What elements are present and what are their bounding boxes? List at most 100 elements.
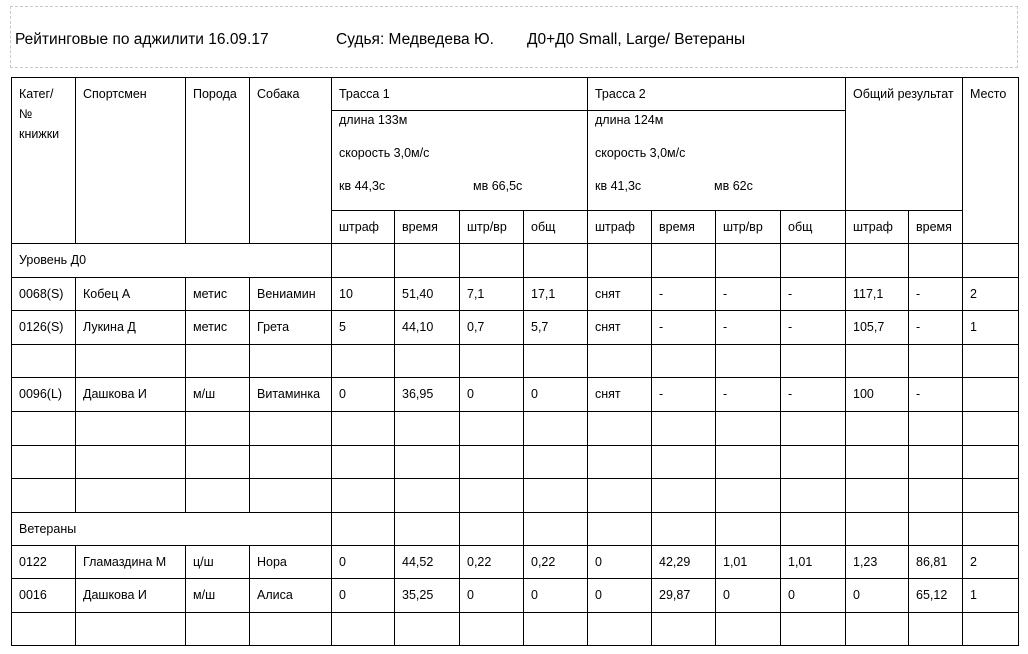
table-cell: Место	[962, 77, 1019, 244]
table-cell	[331, 445, 395, 479]
table-cell: Гламаздина М	[75, 545, 186, 579]
table-cell: ц/ш	[185, 545, 250, 579]
overall-name: Общий результат	[853, 87, 954, 101]
cell-text: 0,7	[467, 320, 485, 334]
table-cell	[587, 478, 652, 513]
table-cell: Общий результат	[845, 77, 963, 211]
subheader: время	[659, 220, 695, 234]
table-cell: снят	[587, 310, 652, 345]
table-cell: снят	[587, 277, 652, 311]
table-cell: Катег/ № книжки	[11, 77, 76, 244]
table-cell	[780, 243, 846, 278]
table-cell: Витаминка	[249, 377, 332, 412]
cell-text: -	[723, 387, 728, 401]
table-cell	[651, 344, 716, 378]
table-cell: время	[908, 210, 963, 244]
table-cell: -	[908, 377, 963, 412]
cell-text: 0096(L)	[19, 387, 63, 401]
table-cell	[962, 243, 1019, 278]
cell-text: 17,1	[531, 287, 556, 301]
cell-text: 1	[970, 588, 977, 602]
header-text: Катег/	[19, 87, 54, 101]
table-cell	[962, 612, 1019, 646]
table-cell: 1,23	[845, 545, 909, 579]
table-cell: 0126(S)	[11, 310, 76, 345]
cell-text: 105,7	[853, 320, 885, 334]
cell-text: 42,29	[659, 555, 691, 569]
cell-text: Вениамин	[257, 287, 316, 301]
cell-text: 0	[853, 588, 860, 602]
table-cell: Вениамин	[249, 277, 332, 311]
cell-text: -	[788, 320, 793, 334]
table-cell: 0	[845, 578, 909, 613]
table-cell	[331, 612, 395, 646]
cell-text: -	[659, 287, 664, 301]
table-cell: 1	[962, 578, 1019, 613]
table-cell: 29,87	[651, 578, 716, 613]
table-cell	[394, 411, 460, 446]
cell-text: Витаминка	[257, 387, 321, 401]
table-cell	[715, 243, 781, 278]
cell-text: 0122	[19, 555, 47, 569]
cell-text: 7,1	[467, 287, 485, 301]
cell-text: снят	[595, 320, 621, 334]
table-cell	[523, 445, 588, 479]
table-cell	[587, 344, 652, 378]
cell-text: 36,95	[402, 387, 434, 401]
table-cell: 0068(S)	[11, 277, 76, 311]
header-text: Порода	[193, 87, 237, 101]
cell-text: 5	[339, 320, 346, 334]
table-cell: 0	[331, 377, 395, 412]
table-cell	[249, 445, 332, 479]
cell-text: 1,01	[788, 555, 813, 569]
track-qualifying: кв 44,3с	[339, 179, 386, 193]
table-cell	[11, 344, 76, 378]
cell-text: 0	[595, 555, 602, 569]
table-cell: 0	[715, 578, 781, 613]
cell-text: 1,23	[853, 555, 878, 569]
cell-text: 0	[531, 588, 538, 602]
table-cell: -	[715, 277, 781, 311]
track-max: мв 62с	[714, 179, 753, 193]
table-cell	[11, 445, 76, 479]
table-cell	[715, 445, 781, 479]
table-cell	[249, 612, 332, 646]
table-cell: 36,95	[394, 377, 460, 412]
table-cell	[587, 411, 652, 446]
table-cell: -	[908, 310, 963, 345]
table-cell	[185, 344, 250, 378]
table-cell: снят	[587, 377, 652, 412]
cell-text: 117,1	[853, 287, 884, 301]
table-cell	[715, 478, 781, 513]
cell-text: 0	[339, 387, 346, 401]
subheader: время	[916, 220, 952, 234]
table-cell: Собака	[249, 77, 332, 244]
table-cell: 117,1	[845, 277, 909, 311]
track-qualifying: кв 41,3с	[595, 179, 642, 193]
table-cell: 42,29	[651, 545, 716, 579]
table-cell	[75, 411, 186, 446]
table-cell	[523, 243, 588, 278]
table-cell: время	[651, 210, 716, 244]
subheader: время	[402, 220, 438, 234]
cell-text: ц/ш	[193, 555, 214, 569]
table-cell: Лукина Д	[75, 310, 186, 345]
table-cell	[651, 411, 716, 446]
table-cell	[11, 612, 76, 646]
table-cell	[394, 445, 460, 479]
table-cell	[715, 512, 781, 546]
page-header: Рейтинговые по аджилити 16.09.17 Судья: …	[10, 6, 1018, 68]
table-cell	[715, 411, 781, 446]
cell-text: Дашкова И	[83, 588, 147, 602]
table-cell	[780, 478, 846, 513]
cell-text: 29,87	[659, 588, 691, 602]
cell-text: 44,10	[402, 320, 434, 334]
track-length: длина 133м	[339, 113, 408, 127]
table-cell	[962, 344, 1019, 378]
table-cell: -	[651, 310, 716, 345]
table-cell	[394, 243, 460, 278]
table-cell	[780, 344, 846, 378]
table-cell	[908, 243, 963, 278]
cell-text: 0	[595, 588, 602, 602]
table-cell	[651, 512, 716, 546]
